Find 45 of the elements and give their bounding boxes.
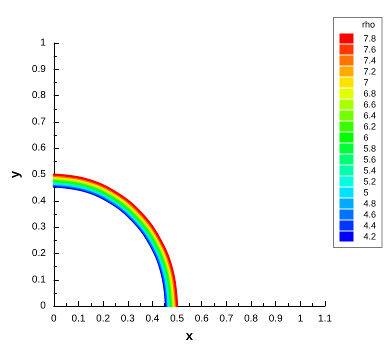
y-tick-label: 0.4	[32, 195, 46, 206]
y-tick-label: 1	[40, 38, 46, 48]
x-tick-label: 0.1	[72, 314, 86, 325]
x-tick-label: 1	[298, 314, 304, 325]
x-tick-label: 0.5	[170, 314, 184, 325]
color-bar-label: 7	[364, 78, 369, 88]
color-bar-label: 6.6	[364, 100, 376, 110]
x-tick-label: 0	[51, 314, 58, 325]
color-bar-label: 6	[364, 132, 369, 142]
x-tick-label: 0.9	[268, 314, 284, 325]
y-tick-label: 0.7	[32, 116, 46, 128]
y-tick-label: 0.9	[32, 64, 46, 75]
color-bar-label: 7.6	[364, 44, 376, 54]
color-bar-label: 6.4	[364, 110, 376, 120]
color-bar-label: 6.8	[364, 88, 376, 98]
x-tick-label: 0.3	[120, 314, 136, 325]
y-tick-label: 0.3	[32, 222, 46, 233]
color-bar-label: 5.8	[364, 144, 376, 154]
x-tick-label: 0.4	[145, 314, 160, 325]
x-tick-label: 0.6	[194, 314, 210, 325]
y-tick-label: 0.2	[32, 248, 46, 259]
y-tick-label: 0	[40, 300, 46, 312]
y-axis-title: y	[7, 170, 22, 178]
color-bar-label: 5.2	[364, 176, 376, 186]
color-bar-label: 5.6	[364, 154, 376, 164]
color-bar-title: rho	[362, 20, 376, 30]
color-bar-label: 7.8	[364, 34, 376, 44]
y-tick-label: 0.1	[32, 274, 46, 286]
color-bar-label: 7.2	[364, 66, 376, 76]
color-bar-label: 5	[364, 188, 369, 198]
color-bar-label: 4.8	[364, 198, 376, 208]
color-bar-label: 6.2	[364, 122, 376, 132]
color-bar-label: 4.2	[364, 232, 376, 242]
color-bar-label: 5.4	[364, 166, 376, 176]
x-axis-title: x	[186, 328, 194, 343]
y-tick-label: 0.5	[32, 169, 46, 180]
color-bar-label: 7.4	[364, 56, 376, 66]
x-tick-label: 1.1	[318, 314, 332, 325]
y-tick-label: 0.8	[32, 90, 46, 102]
y-tick-label: 0.6	[32, 142, 46, 154]
color-bar-label: 4.4	[364, 220, 376, 230]
x-tick-label: 0.8	[244, 314, 258, 325]
x-tick-label: 0.7	[219, 314, 234, 325]
x-tick-label: 0.2	[96, 314, 110, 325]
color-bar-label: 4.6	[364, 210, 376, 220]
